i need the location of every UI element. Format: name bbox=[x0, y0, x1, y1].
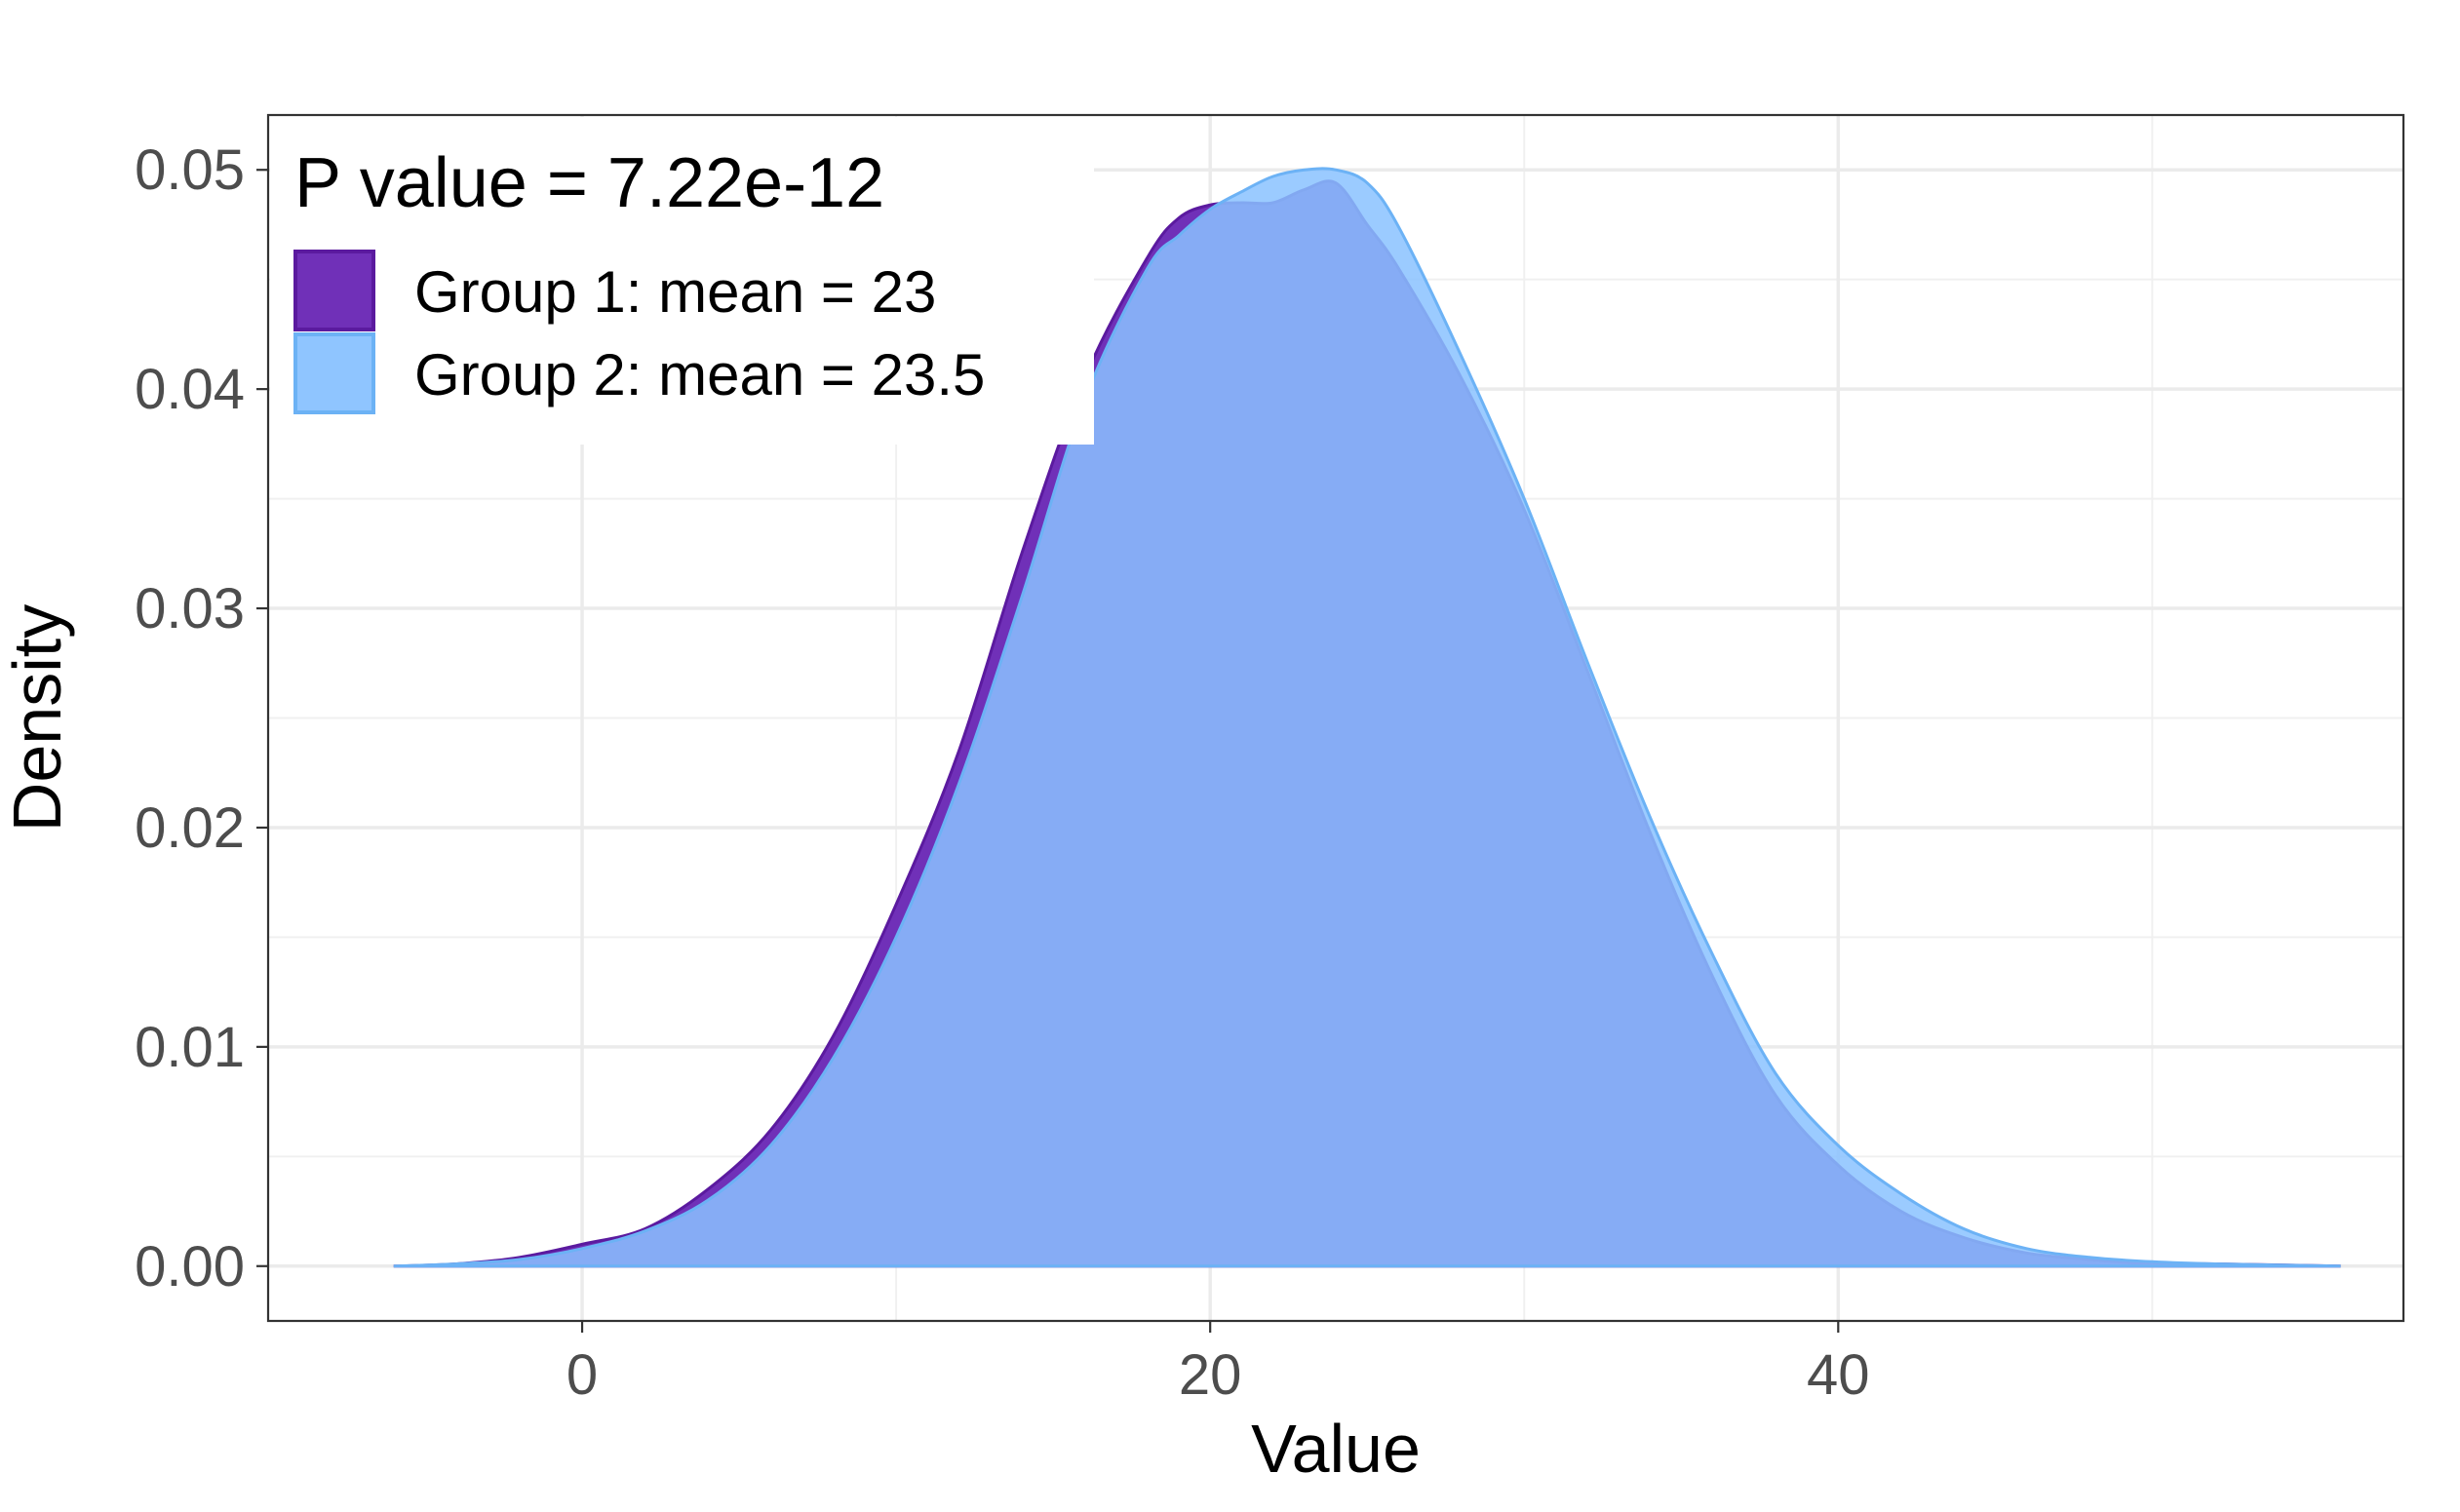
legend-swatch-group-2 bbox=[293, 332, 375, 414]
legend-label-group-2: Group 2: mean = 23.5 bbox=[414, 342, 985, 407]
y-tick-label: 0.01 bbox=[135, 1016, 245, 1079]
y-tick-label: 0.03 bbox=[135, 577, 245, 640]
y-axis: 0.00 0.01 0.02 0.03 0.04 0.05 bbox=[135, 138, 268, 1299]
x-tick-label: 20 bbox=[1179, 1343, 1242, 1407]
legend-title: P value = 7.22e-12 bbox=[294, 144, 884, 222]
legend-swatch-group-1 bbox=[293, 250, 375, 331]
x-tick-label: 0 bbox=[566, 1343, 598, 1407]
density-areas bbox=[393, 167, 2341, 1268]
legend: P value = 7.22e-12 Group 1: mean = 23 Gro… bbox=[270, 117, 1094, 445]
x-axis: 0 20 40 bbox=[566, 1321, 1870, 1407]
y-tick-label: 0.05 bbox=[135, 138, 245, 202]
density-area-group-2 bbox=[393, 167, 2341, 1268]
x-axis-title: Value bbox=[1251, 1411, 1421, 1487]
legend-background bbox=[270, 117, 1094, 445]
y-tick-label: 0.04 bbox=[135, 358, 245, 421]
y-tick-label: 0.02 bbox=[135, 796, 245, 860]
x-tick-label: 40 bbox=[1807, 1343, 1870, 1407]
legend-label-group-1: Group 1: mean = 23 bbox=[414, 259, 936, 325]
y-axis-title: Density bbox=[0, 604, 75, 832]
plot-panel-border bbox=[266, 113, 2405, 1323]
y-tick-label: 0.00 bbox=[135, 1235, 245, 1299]
